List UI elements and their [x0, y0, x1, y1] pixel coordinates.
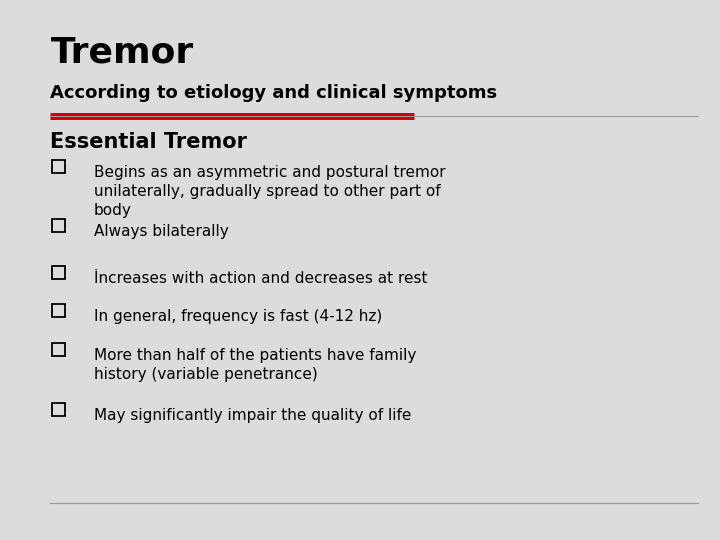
Text: Always bilaterally: Always bilaterally: [94, 224, 228, 239]
Bar: [52, 403, 65, 416]
Text: Essential Tremor: Essential Tremor: [50, 132, 248, 152]
Text: More than half of the patients have family
history (variable penetrance): More than half of the patients have fami…: [94, 348, 416, 382]
Text: Tremor: Tremor: [50, 35, 194, 69]
Bar: [52, 266, 65, 279]
Bar: [52, 343, 65, 356]
Text: According to etiology and clinical symptoms: According to etiology and clinical sympt…: [50, 84, 498, 102]
Text: Begins as an asymmetric and postural tremor
unilaterally, gradually spread to ot: Begins as an asymmetric and postural tre…: [94, 165, 445, 218]
Text: İncreases with action and decreases at rest: İncreases with action and decreases at r…: [94, 271, 427, 286]
Text: May significantly impair the quality of life: May significantly impair the quality of …: [94, 408, 411, 423]
Bar: [52, 219, 65, 232]
Bar: [52, 304, 65, 317]
Bar: [52, 160, 65, 173]
Text: In general, frequency is fast (4-12 hz): In general, frequency is fast (4-12 hz): [94, 309, 382, 324]
